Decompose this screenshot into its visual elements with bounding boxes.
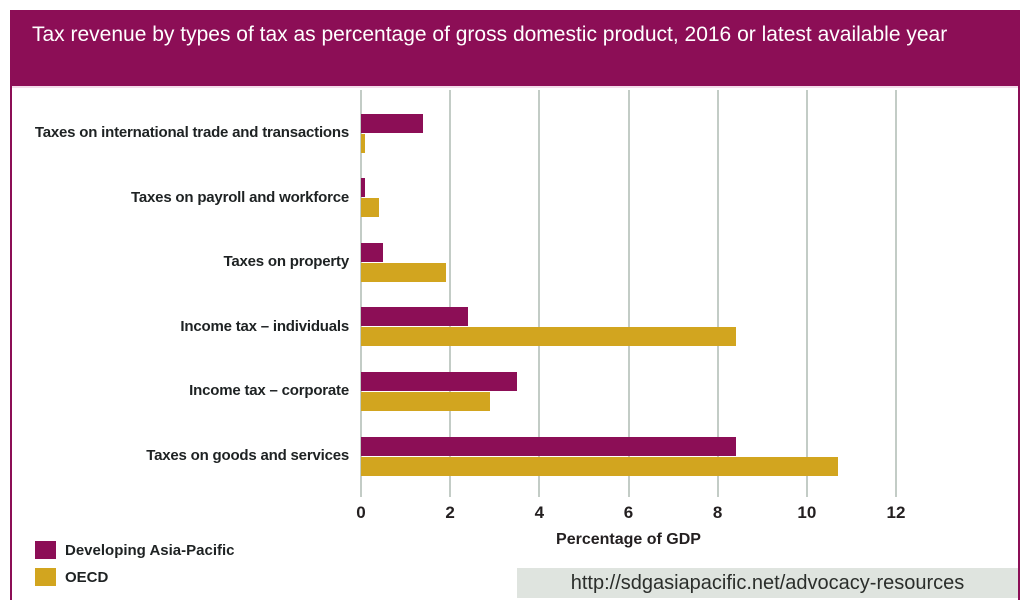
x-axis-label: Percentage of GDP (556, 531, 701, 548)
x-tick-label-0: 0 (356, 503, 366, 522)
bar-oecd (361, 456, 839, 476)
bar-oecd (361, 327, 736, 347)
x-tick-label-6: 6 (623, 503, 634, 522)
x-tick-label-12: 12 (886, 503, 906, 522)
bar-developing-asia-pacific (361, 307, 468, 327)
bar-oecd (361, 133, 366, 153)
legend-label: OECD (65, 568, 109, 586)
gridline-x-6 (627, 90, 630, 497)
category-label: Income tax – individuals (180, 317, 349, 335)
bar-oecd (361, 262, 446, 282)
category-label: Taxes on international trade and transac… (34, 124, 349, 141)
source-url-text: http://sdgasiapacific.net/advocacy-resou… (570, 572, 965, 594)
legend-swatch-icon (35, 541, 56, 559)
bar-developing-asia-pacific (361, 371, 518, 391)
legend-label: Developing Asia-Pacific (65, 541, 235, 559)
bar-developing-asia-pacific (361, 113, 424, 133)
gridline-x-4 (538, 90, 541, 497)
gridline-x-2 (449, 90, 452, 497)
category-label: Taxes on goods and services (146, 447, 349, 464)
bar-developing-asia-pacific (361, 436, 736, 456)
infographic-frame: Tax revenue by types of tax as percentag… (10, 10, 1020, 600)
legend-item: OECD (35, 568, 235, 586)
gridline-x-8 (716, 90, 719, 497)
gridline-x-0 (360, 90, 362, 497)
x-tick-label-4: 4 (534, 503, 545, 522)
chart-area: 0 2 4 6 8 10 12 Taxes on international trade an… (12, 88, 1018, 598)
bar-developing-asia-pacific (361, 242, 384, 262)
category-label: Taxes on property (223, 253, 349, 271)
source-url-box: http://sdgasiapacific.net/advocacy-resou… (517, 568, 1018, 598)
legend: Developing Asia-Pacific OECD (35, 541, 235, 595)
bar-oecd (361, 198, 379, 218)
gridline-x-12 (895, 90, 897, 497)
bar-developing-asia-pacific (361, 178, 366, 198)
x-tick-label-8: 8 (712, 503, 723, 522)
x-tick-label-10: 10 (797, 503, 817, 522)
category-label: Taxes on payroll and workforce (131, 188, 349, 206)
x-tick-label-2: 2 (445, 503, 455, 522)
chart-title: Tax revenue by types of tax as percentag… (12, 12, 1018, 88)
bar-oecd (361, 391, 491, 411)
gridline-x-10 (805, 90, 808, 497)
category-label: Income tax – corporate (189, 382, 349, 400)
legend-swatch-icon (35, 568, 56, 586)
legend-item: Developing Asia-Pacific (35, 541, 235, 559)
